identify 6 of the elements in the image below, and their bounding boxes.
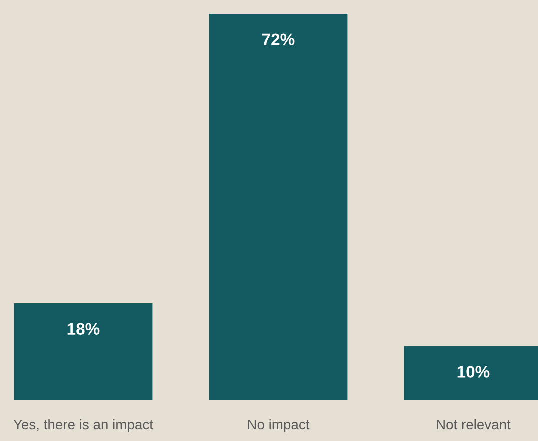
data-label: 10% [458, 366, 490, 378]
x-tick-label: Yes, there is an impact [14, 419, 154, 432]
data-label: 72% [262, 34, 295, 46]
data-label: 18% [68, 323, 100, 335]
x-tick-label: No impact [248, 419, 310, 432]
x-tick-label: Not relevant [437, 419, 511, 430]
